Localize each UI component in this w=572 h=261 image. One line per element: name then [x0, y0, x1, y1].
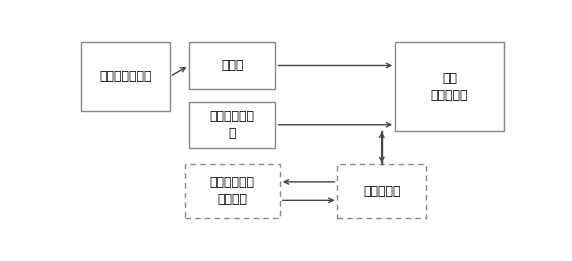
- Bar: [185, 164, 280, 218]
- Bar: [395, 42, 504, 131]
- Bar: [189, 42, 276, 88]
- Text: 用户客户端: 用户客户端: [363, 185, 400, 198]
- Bar: [337, 164, 426, 218]
- Bar: [189, 102, 276, 148]
- Text: 集中器: 集中器: [221, 59, 244, 72]
- Text: 手机银联缴费
服务模块: 手机银联缴费 服务模块: [210, 176, 255, 206]
- Text: 后台
服务控制端: 后台 服务控制端: [431, 72, 468, 102]
- Text: 电表生成二维码: 电表生成二维码: [100, 70, 152, 83]
- Bar: [81, 42, 170, 111]
- Text: 便携式移动终
端: 便携式移动终 端: [210, 110, 255, 140]
